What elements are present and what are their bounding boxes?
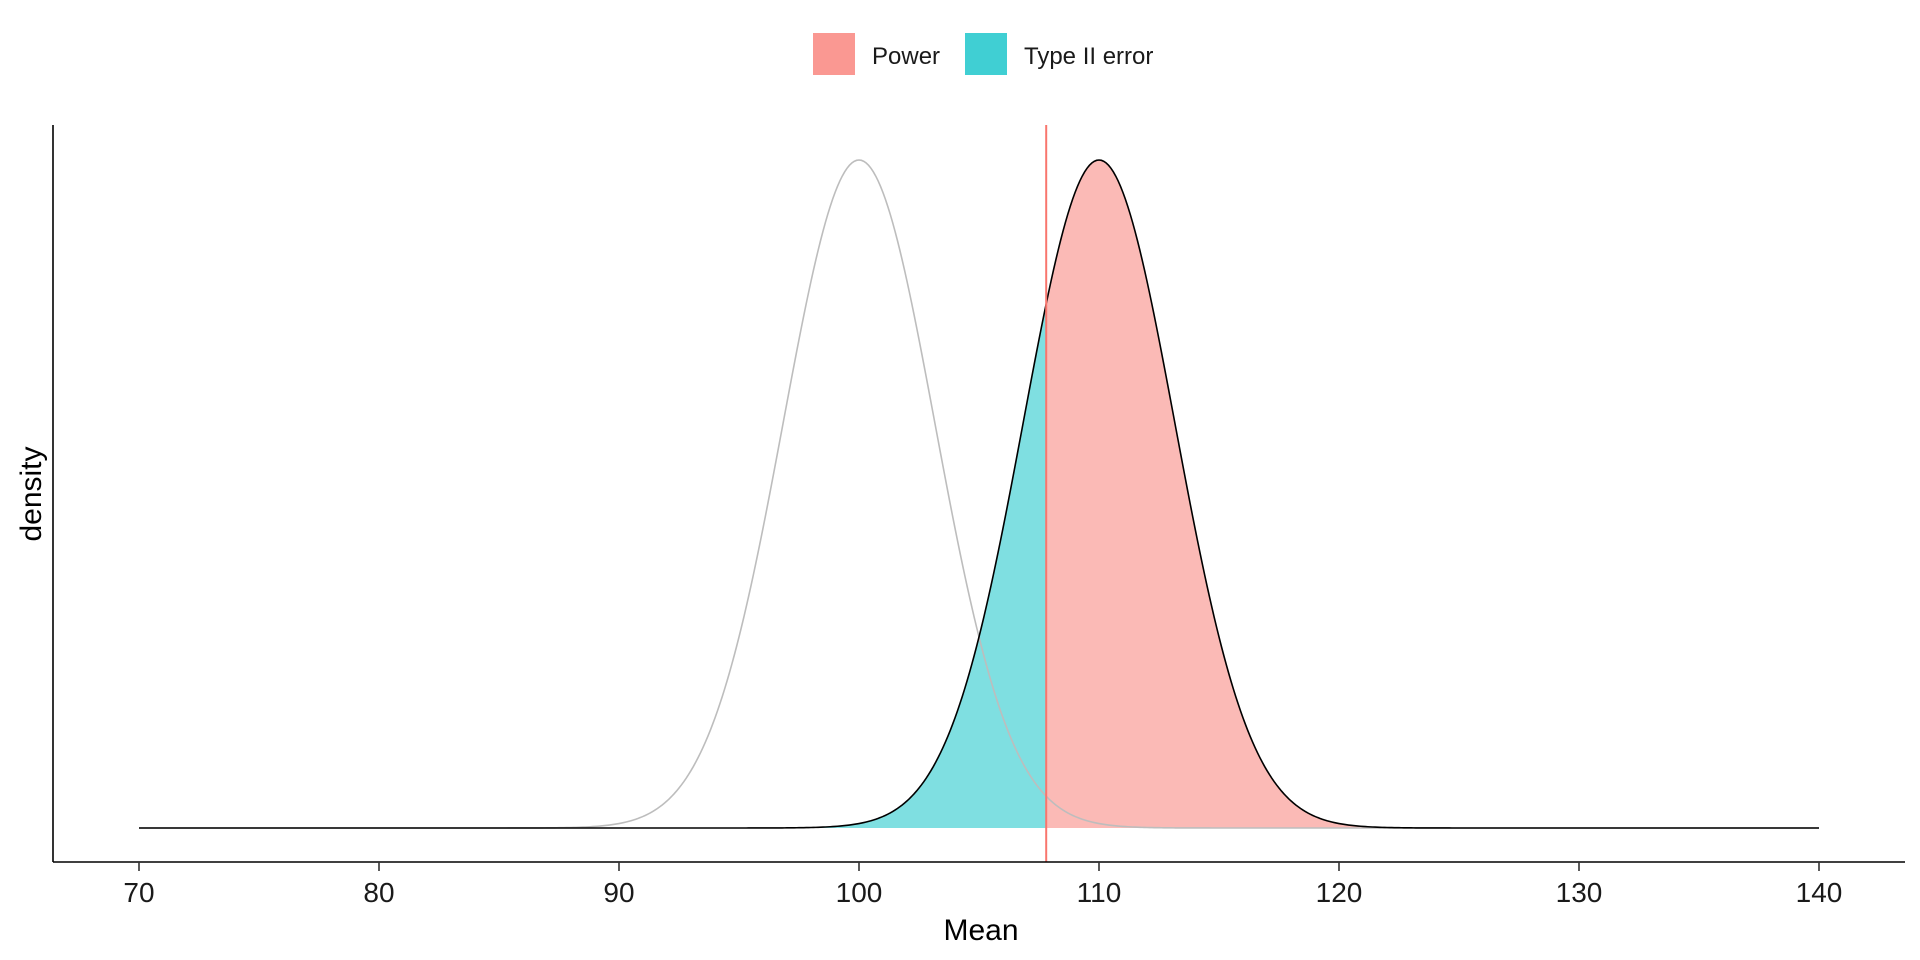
- density-curves: [139, 159, 1819, 829]
- x-tick-label-90: 90: [603, 877, 634, 908]
- legend-swatch-0: [813, 33, 855, 75]
- x-tick-label-100: 100: [836, 877, 883, 908]
- density-areas: [139, 160, 1819, 828]
- legend: Power Type II error: [813, 33, 1153, 75]
- alternative-distribution-curve: [139, 159, 1819, 829]
- x-tick-label-140: 140: [1796, 877, 1843, 908]
- y-axis-title: density: [15, 446, 48, 541]
- type-ii-error-area: [139, 303, 1047, 828]
- x-tick-label-110: 110: [1077, 877, 1122, 908]
- x-ticks: 70 80 90 100 110 120 130 140: [123, 862, 1842, 908]
- legend-label-1: Type II error: [1024, 43, 1153, 70]
- x-tick-label-130: 130: [1556, 877, 1603, 908]
- legend-label-0: Power: [872, 43, 940, 70]
- axes: [52, 125, 1905, 863]
- x-tick-label-120: 120: [1316, 877, 1363, 908]
- legend-item-0: Power: [813, 33, 940, 75]
- legend-item-1: Type II error: [965, 33, 1153, 75]
- power-area: [1046, 160, 1819, 828]
- x-tick-label-80: 80: [363, 877, 394, 908]
- legend-swatch-1: [965, 33, 1007, 75]
- x-tick-label-70: 70: [123, 877, 154, 908]
- x-axis-title: Mean: [943, 914, 1018, 947]
